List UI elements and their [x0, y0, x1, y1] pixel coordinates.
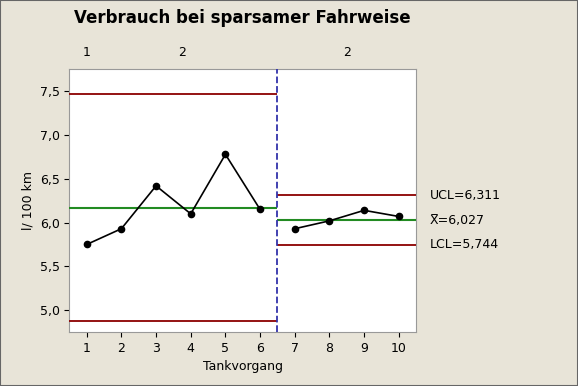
Text: UCL=6,311: UCL=6,311 — [430, 189, 501, 202]
Text: 2: 2 — [178, 46, 186, 59]
Text: X̅=6,027: X̅=6,027 — [430, 214, 485, 227]
X-axis label: Tankvorgang: Tankvorgang — [203, 360, 283, 373]
Y-axis label: l/ 100 km: l/ 100 km — [21, 171, 34, 230]
Text: Verbrauch bei sparsamer Fahrweise: Verbrauch bei sparsamer Fahrweise — [75, 9, 411, 27]
Text: 1: 1 — [83, 46, 91, 59]
Text: 2: 2 — [343, 46, 351, 59]
Text: LCL=5,744: LCL=5,744 — [430, 239, 499, 252]
